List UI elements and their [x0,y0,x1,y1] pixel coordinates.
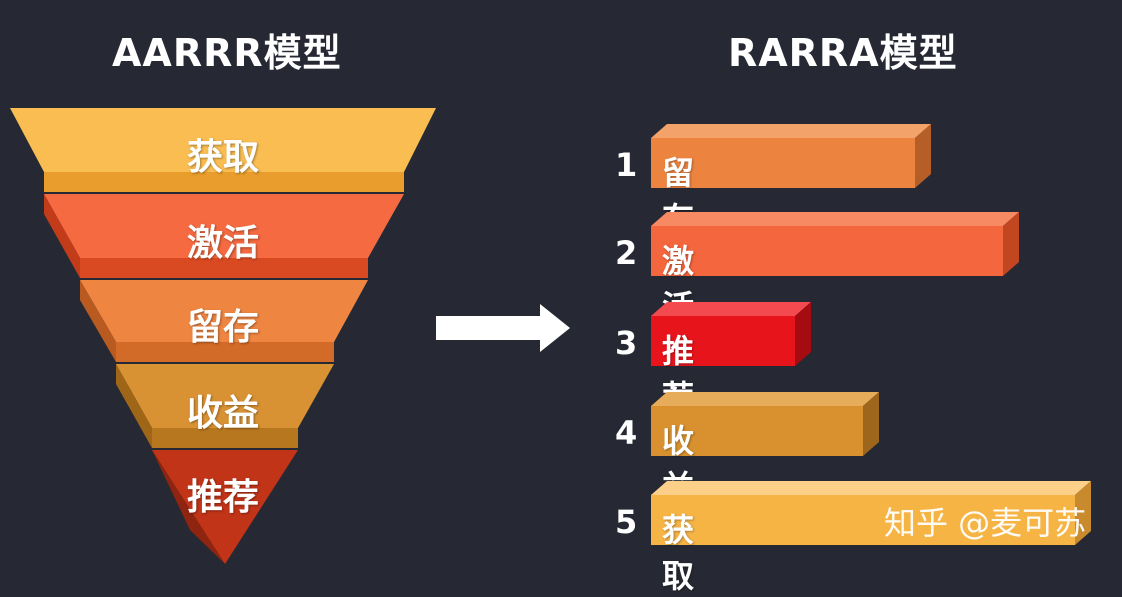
right-arrow-icon [436,304,570,352]
bar-label-5: 获取 [662,511,695,595]
funnel-segment-2 [44,194,404,278]
bar-number-5: 5 [615,503,638,541]
bar-number-2: 2 [615,234,638,272]
bar-3 [651,302,811,366]
funnel-segment-5 [152,450,298,564]
bar-number-4: 4 [615,414,638,452]
funnel-label-4: 收益 [186,393,259,434]
bar-number-3: 3 [615,324,638,362]
bar-1 [651,124,931,188]
aarrr-funnel [10,108,436,564]
bar-4 [651,392,879,456]
aarrr-title: AARRR模型 [112,31,342,75]
rarra-title: RARRA模型 [728,31,958,75]
bar-2 [651,212,1019,276]
funnel-label-5: 推荐 [186,477,259,518]
funnel-segment-4 [116,364,334,448]
bar-number-1: 1 [615,146,638,184]
funnel-label-1: 获取 [186,137,259,178]
funnel-label-2: 激活 [186,223,259,264]
bar-5 [651,481,1091,545]
watermark-text: 知乎 @麦可苏 [884,504,1087,542]
funnel-label-3: 留存 [186,307,259,348]
funnel-segment-1 [10,108,436,192]
funnel-segment-3 [80,280,368,362]
